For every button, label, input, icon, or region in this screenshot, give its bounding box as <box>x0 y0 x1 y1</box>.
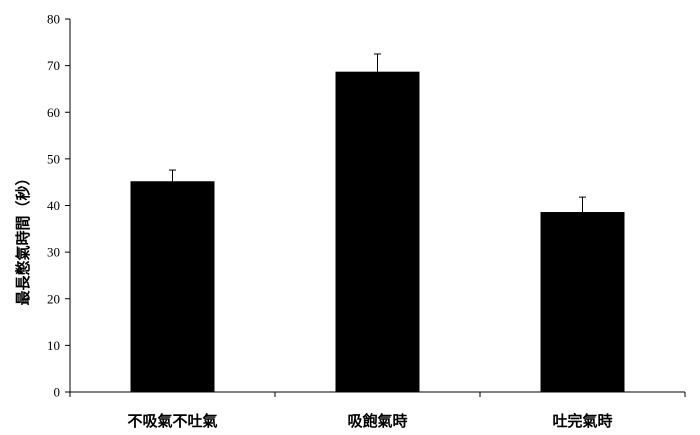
y-tick-label: 60 <box>47 105 60 120</box>
y-tick-label: 10 <box>47 338 60 353</box>
y-tick-label: 70 <box>47 58 60 73</box>
bar <box>130 181 215 392</box>
y-tick-label: 30 <box>47 245 60 260</box>
y-tick-label: 50 <box>47 151 60 166</box>
y-tick-label: 20 <box>47 291 60 306</box>
y-axis: 0 10 20 30 40 50 60 70 80 <box>47 12 71 400</box>
error-bars <box>169 53 586 213</box>
y-tick-label: 40 <box>47 198 60 213</box>
bar <box>335 71 420 392</box>
y-axis-title: 最長憋氣時間（秒） <box>14 170 32 305</box>
y-tick-label: 0 <box>54 385 61 400</box>
x-category-label: 吐完氣時 <box>552 412 612 430</box>
x-axis: 不吸氣不吐氣 吸飽氣時 吐完氣時 <box>69 391 686 430</box>
bar <box>540 212 625 392</box>
bars <box>130 71 625 392</box>
y-tick-label: 80 <box>47 12 60 27</box>
x-category-label: 不吸氣不吐氣 <box>127 412 217 430</box>
x-category-label: 吸飽氣時 <box>347 412 407 430</box>
